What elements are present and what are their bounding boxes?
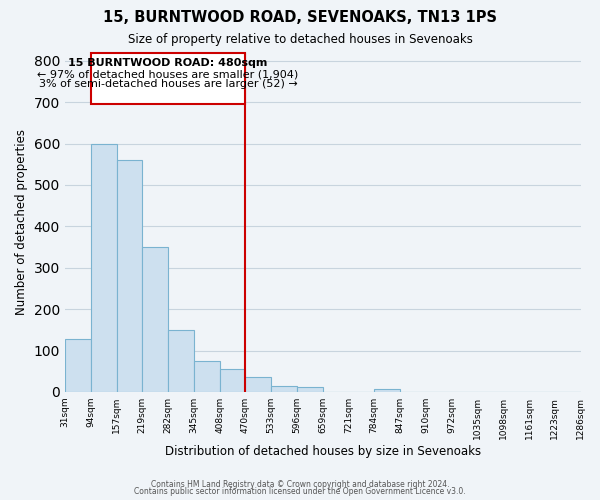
Bar <box>142 247 168 392</box>
Text: Size of property relative to detached houses in Sevenoaks: Size of property relative to detached ho… <box>128 32 472 46</box>
Bar <box>245 378 271 392</box>
Bar <box>374 389 400 392</box>
Bar <box>65 339 91 392</box>
Bar <box>168 330 194 392</box>
Text: Contains public sector information licensed under the Open Government Licence v3: Contains public sector information licen… <box>134 487 466 496</box>
Bar <box>297 387 323 392</box>
Text: ← 97% of detached houses are smaller (1,904): ← 97% of detached houses are smaller (1,… <box>37 69 299 79</box>
FancyBboxPatch shape <box>91 52 245 104</box>
Y-axis label: Number of detached properties: Number of detached properties <box>15 129 28 315</box>
Text: 15 BURNTWOOD ROAD: 480sqm: 15 BURNTWOOD ROAD: 480sqm <box>68 58 268 68</box>
Text: 15, BURNTWOOD ROAD, SEVENOAKS, TN13 1PS: 15, BURNTWOOD ROAD, SEVENOAKS, TN13 1PS <box>103 10 497 25</box>
Bar <box>220 369 245 392</box>
Text: 3% of semi-detached houses are larger (52) →: 3% of semi-detached houses are larger (5… <box>38 78 298 88</box>
Bar <box>91 144 116 392</box>
X-axis label: Distribution of detached houses by size in Sevenoaks: Distribution of detached houses by size … <box>164 444 481 458</box>
Text: Contains HM Land Registry data © Crown copyright and database right 2024.: Contains HM Land Registry data © Crown c… <box>151 480 449 489</box>
Bar <box>194 361 220 392</box>
Bar <box>271 386 297 392</box>
Bar <box>116 160 142 392</box>
